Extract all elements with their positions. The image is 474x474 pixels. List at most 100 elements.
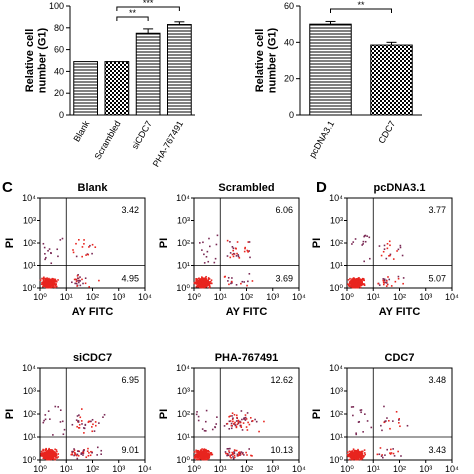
y-tick-label: 80 bbox=[54, 23, 64, 33]
event-dot bbox=[230, 424, 233, 427]
event-dot bbox=[75, 280, 78, 283]
event-dot bbox=[88, 286, 90, 288]
event-dot bbox=[380, 254, 383, 257]
event-dot bbox=[392, 420, 394, 422]
event-dot bbox=[399, 246, 402, 249]
event-dot bbox=[382, 456, 384, 459]
event-dot bbox=[360, 453, 362, 456]
event-dot bbox=[357, 455, 359, 458]
event-dot bbox=[378, 245, 381, 247]
event-dot bbox=[90, 426, 93, 428]
y-axis-label: PI bbox=[4, 409, 16, 419]
event-dot bbox=[54, 283, 56, 286]
event-dot bbox=[207, 453, 209, 456]
event-dot bbox=[49, 285, 51, 287]
event-dot bbox=[200, 278, 202, 280]
event-dot bbox=[78, 423, 81, 426]
event-dot bbox=[59, 421, 62, 423]
event-dot bbox=[229, 256, 232, 259]
event-dot bbox=[46, 450, 49, 453]
event-dot bbox=[94, 424, 97, 427]
event-dot bbox=[42, 449, 44, 452]
event-dot bbox=[397, 277, 400, 280]
event-dot bbox=[246, 429, 249, 431]
event-dot bbox=[358, 286, 361, 288]
event-dot bbox=[41, 277, 43, 280]
x-tick-label: 10⁴ bbox=[445, 292, 459, 302]
event-dot bbox=[55, 285, 58, 288]
plot-title: pcDNA3.1 bbox=[374, 182, 426, 194]
event-dot bbox=[47, 449, 50, 451]
event-dot bbox=[389, 244, 391, 247]
event-dot bbox=[45, 279, 48, 281]
event-dot bbox=[349, 453, 351, 456]
event-dot bbox=[74, 282, 76, 285]
event-dot bbox=[237, 419, 240, 422]
plot-title: siCDC7 bbox=[73, 352, 112, 364]
event-dot bbox=[79, 284, 82, 287]
x-tick-label-sicdc7: siCDC7 bbox=[130, 119, 154, 151]
event-dot bbox=[383, 278, 386, 281]
event-dot bbox=[57, 279, 59, 281]
event-dot bbox=[54, 278, 56, 281]
event-dot bbox=[385, 420, 387, 422]
event-dot bbox=[355, 454, 358, 457]
event-dot bbox=[255, 420, 258, 423]
event-dot bbox=[196, 286, 199, 288]
event-dot bbox=[54, 451, 56, 453]
event-dot bbox=[348, 455, 350, 458]
event-dot bbox=[49, 455, 51, 458]
event-dot bbox=[79, 416, 82, 419]
event-dot bbox=[394, 280, 397, 283]
event-dot bbox=[386, 247, 389, 250]
event-dot bbox=[51, 453, 53, 456]
quadrant-upper-right-value: 3.77 bbox=[428, 205, 446, 215]
event-dot bbox=[45, 451, 48, 453]
event-dot bbox=[203, 281, 206, 284]
event-dot bbox=[40, 450, 43, 453]
event-dot bbox=[389, 452, 391, 454]
event-dot bbox=[63, 428, 66, 431]
flow-plot-pcdna3-1: pcDNA3.1 10⁰ 10¹ 10² 10³ 10⁴ 10⁰ 10¹ 10² 10³ 10⁴ PI… bbox=[311, 182, 459, 318]
event-dot bbox=[231, 412, 234, 415]
event-dot bbox=[82, 451, 84, 454]
event-dot bbox=[204, 277, 207, 279]
event-dot bbox=[231, 415, 233, 417]
event-dot bbox=[246, 412, 249, 414]
y-tick-label: 10³ bbox=[330, 386, 343, 396]
event-dot bbox=[78, 450, 80, 453]
event-dot bbox=[364, 453, 367, 456]
x-tick-label: 10⁰ bbox=[187, 464, 201, 474]
event-dot bbox=[351, 451, 353, 454]
event-dot bbox=[48, 286, 50, 289]
event-dot bbox=[230, 427, 233, 430]
event-dot bbox=[251, 420, 254, 422]
event-dot bbox=[203, 457, 206, 459]
event-dot bbox=[83, 427, 86, 430]
event-dot bbox=[384, 454, 386, 456]
event-dot bbox=[55, 456, 57, 459]
event-dot bbox=[39, 279, 42, 281]
event-dot bbox=[254, 418, 256, 421]
x-tick-label: 10³ bbox=[419, 292, 432, 302]
event-dot bbox=[358, 453, 360, 455]
event-dot bbox=[398, 419, 400, 421]
y-tick-label: 10¹ bbox=[330, 432, 343, 442]
event-dot bbox=[347, 279, 350, 281]
event-dot bbox=[50, 278, 53, 281]
event-dot bbox=[235, 255, 238, 257]
event-dot bbox=[46, 284, 49, 287]
event-dot bbox=[201, 276, 203, 278]
x-tick-label: 10¹ bbox=[60, 292, 73, 302]
event-dot bbox=[352, 279, 354, 282]
event-dot bbox=[51, 455, 53, 458]
panel-letter: D bbox=[316, 179, 327, 196]
event-dot bbox=[228, 428, 231, 430]
event-dot bbox=[235, 247, 237, 250]
event-dot bbox=[233, 449, 236, 451]
event-dot bbox=[351, 243, 353, 245]
event-dot bbox=[200, 286, 202, 288]
event-dot bbox=[81, 278, 83, 281]
event-dot bbox=[91, 418, 94, 421]
event-dot bbox=[227, 454, 230, 456]
